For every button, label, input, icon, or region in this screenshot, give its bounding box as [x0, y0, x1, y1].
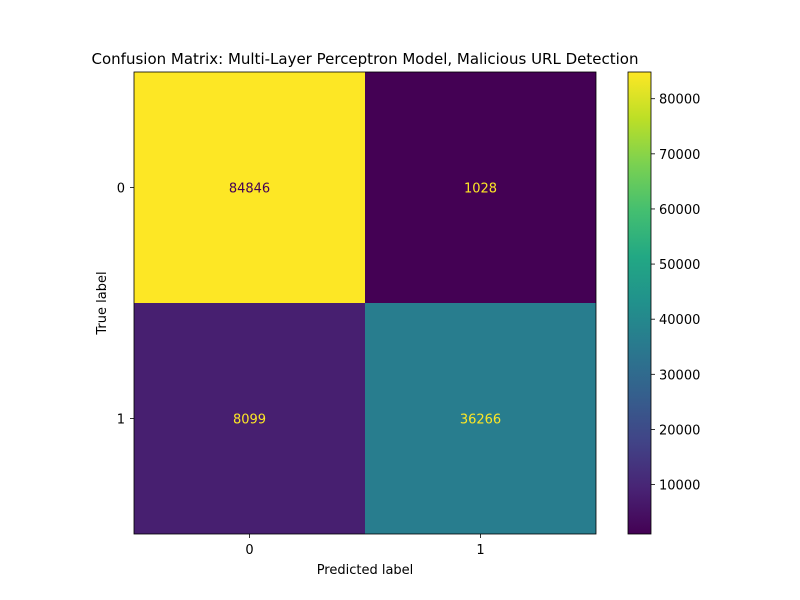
- chart-title: Confusion Matrix: Multi-Layer Perceptron…: [92, 50, 639, 68]
- heatmap-cell: [365, 72, 596, 303]
- colorbar-tick-label: 70000: [659, 148, 700, 163]
- colorbar-ticks: 10000 20000 30000 40000 50000 60000 70000 80000: [651, 93, 700, 494]
- cell-value-label: 84846: [229, 182, 270, 197]
- cell-value-label: 8099: [233, 413, 266, 428]
- colorbar-tick-label: 30000: [659, 368, 700, 383]
- y-axis-label: True label: [95, 271, 110, 335]
- colorbar: [628, 72, 651, 534]
- colorbar-tick-label: 50000: [659, 258, 700, 273]
- y-tick-label: 0: [117, 182, 125, 197]
- cell-value-label: 36266: [460, 413, 501, 428]
- y-axis-ticks: 01: [117, 182, 134, 428]
- x-tick-label: 1: [476, 543, 484, 558]
- plot-frame: [133, 71, 597, 535]
- colorbar-tick-label: 40000: [659, 313, 700, 328]
- heatmap-cell-labels: 84846 1028 8099 36266: [229, 182, 501, 428]
- heatmap-cell: [134, 72, 365, 303]
- y-tick-label: 1: [117, 413, 125, 428]
- colorbar-tick-label: 60000: [659, 203, 700, 218]
- heatmap-cell: [365, 303, 596, 534]
- x-tick-label: 0: [245, 543, 253, 558]
- colorbar-tick-label: 20000: [659, 423, 700, 438]
- colorbar-tick-label: 10000: [659, 479, 700, 494]
- heatmap-cells: [134, 72, 596, 534]
- heatmap-cell: [134, 303, 365, 534]
- cell-value-label: 1028: [464, 182, 497, 197]
- x-axis-label: Predicted label: [317, 563, 414, 578]
- colorbar-tick-label: 80000: [659, 93, 700, 108]
- colorbar-frame: [627, 71, 652, 535]
